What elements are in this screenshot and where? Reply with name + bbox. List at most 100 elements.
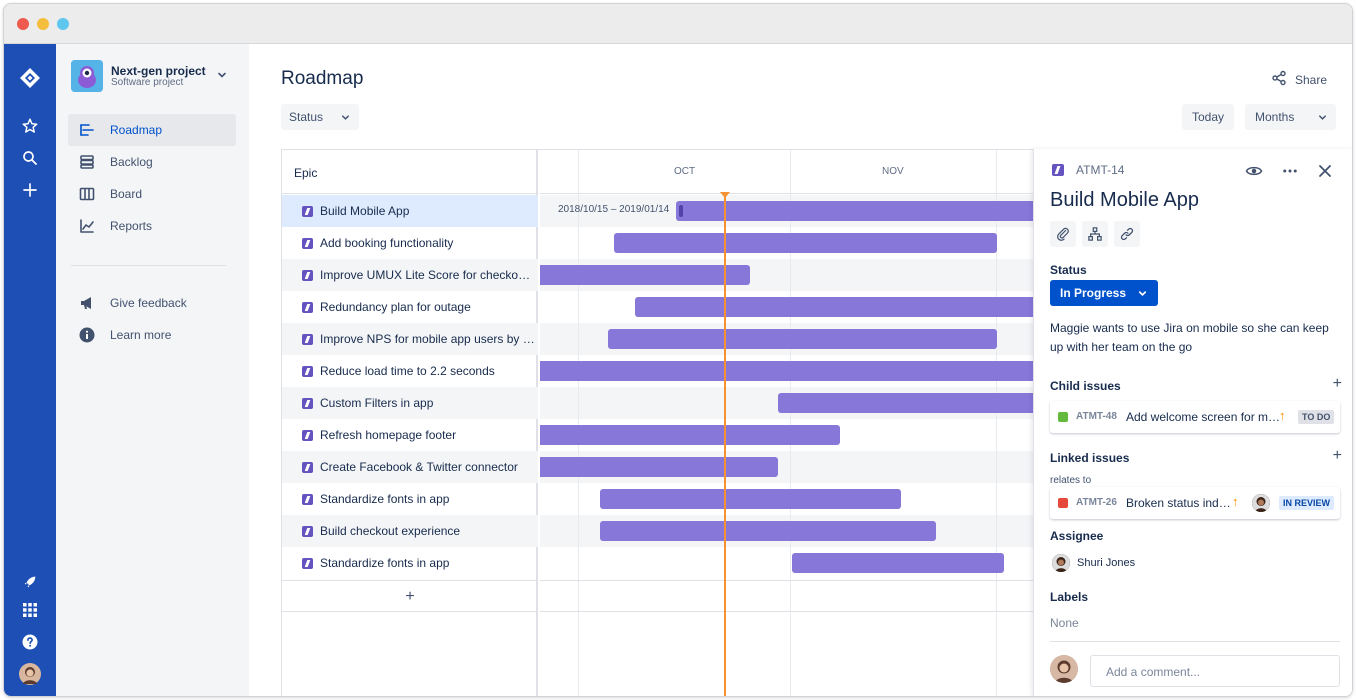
sidebar-item-give-feedback[interactable]: Give feedback [68,287,236,319]
linked-issue-card[interactable]: ATMT-26 Broken status ind… ↑ IN REVIEW [1050,487,1340,519]
project-name[interactable]: Next-gen project [111,64,206,78]
epic-icon [1052,164,1064,176]
close-window-button[interactable] [17,18,29,30]
comment-input[interactable]: Add a comment... [1090,655,1340,687]
sidebar-item-board[interactable]: Board [68,178,236,210]
timeline-row [540,515,1352,547]
epic-icon [302,270,313,281]
sidebar-item-roadmap[interactable]: Roadmap [68,114,236,146]
create-plus-icon[interactable] [18,178,42,202]
chevron-down-icon[interactable] [216,68,228,86]
epic-label: Standardize fonts in app [320,556,450,570]
share-button[interactable]: Share [1271,70,1327,89]
bug-icon [1058,498,1068,508]
epic-row[interactable]: Improve NPS for mobile app users by … [282,323,538,355]
epic-bar[interactable] [608,329,997,349]
eye-icon[interactable] [1244,161,1264,181]
epic-bar[interactable] [600,489,901,509]
epic-bar[interactable] [792,553,1004,573]
relates-to-label: relates to [1050,475,1092,486]
add-child-issue-button[interactable]: + [1332,375,1342,392]
child-issue-icon[interactable] [1082,221,1108,247]
epic-row[interactable]: Build checkout experience [282,515,538,547]
sidebar-divider [71,265,226,266]
epic-bar[interactable] [600,521,936,541]
priority-high-icon: ↑ [1232,494,1239,509]
epic-bar[interactable] [540,457,778,477]
add-linked-issue-button[interactable]: + [1332,447,1342,464]
issue-key[interactable]: ATMT-14 [1076,163,1125,177]
epic-label: Create Facebook & Twitter connector [320,460,518,474]
issue-detail-panel: ATMT-14 Build Mobile App Status In Progr… [1033,149,1352,696]
epic-label: Refresh homepage footer [320,428,457,442]
epic-icon [302,430,313,441]
status-filter-dropdown[interactable]: Status [281,104,359,130]
info-icon [79,327,95,343]
epic-row[interactable]: Redundancy plan for outage [282,291,538,323]
avatar [1252,494,1270,512]
epic-label: Improve NPS for mobile app users by … [320,332,535,346]
more-options-icon[interactable] [1280,161,1300,181]
attachment-icon[interactable] [1050,221,1076,247]
epic-row[interactable]: Build Mobile App [282,195,538,227]
epic-icon [302,238,313,249]
bar-drag-handle[interactable] [679,205,683,217]
star-icon[interactable] [18,114,42,138]
status-dropdown[interactable]: In Progress [1050,280,1158,306]
timeline-row [540,451,1352,483]
labels-value[interactable]: None [1050,616,1079,630]
close-icon[interactable] [1315,161,1335,181]
add-epic-button[interactable]: + [282,580,538,612]
sidebar-item-learn-more[interactable]: Learn more [68,319,236,351]
project-avatar[interactable] [71,60,103,92]
rocket-icon[interactable] [18,570,42,594]
user-avatar[interactable] [18,662,42,686]
epic-row[interactable]: Create Facebook & Twitter connector [282,451,538,483]
megaphone-icon [79,295,95,311]
roadmap-icon [79,122,95,138]
backlog-icon [79,154,95,170]
jira-logo-icon[interactable] [18,66,42,90]
timeline-row [540,547,1352,579]
help-icon[interactable] [18,630,42,654]
epic-bar[interactable] [614,233,997,253]
epic-bar[interactable] [540,425,840,445]
epic-bar[interactable] [540,265,750,285]
search-icon[interactable] [18,146,42,170]
child-issue-card[interactable]: ATMT-48 Add welcome screen for m… ↑ TO D… [1050,401,1340,433]
timescale-dropdown[interactable]: Months [1245,104,1336,130]
maximize-window-button[interactable] [57,18,69,30]
epic-label: Build checkout experience [320,524,461,538]
link-icon[interactable] [1114,221,1140,247]
child-issues-label: Child issues [1050,379,1121,393]
issue-title[interactable]: Build Mobile App [1050,189,1199,211]
sidebar-item-backlog[interactable]: Backlog [68,146,236,178]
timeline-add-row [540,580,1352,612]
status-label: Status [1050,263,1087,277]
epic-row[interactable]: Standardize fonts in app [282,547,538,579]
issue-description[interactable]: Maggie wants to use Jira on mobile so sh… [1050,321,1329,354]
minimize-window-button[interactable] [37,18,49,30]
project-sidebar: Next-gen project Software project Roadma… [56,44,249,696]
app-switcher-icon[interactable] [18,598,42,622]
epic-row[interactable]: Add booking functionality [282,227,538,259]
assignee-name[interactable]: Shuri Jones [1077,557,1136,569]
sidebar-item-label: Roadmap [110,123,163,137]
timeline-row [540,483,1352,515]
assignee-avatar[interactable] [1052,554,1070,572]
epic-row[interactable]: Reduce load time to 2.2 seconds [282,355,538,387]
epic-row[interactable]: Improve UMUX Lite Score for checko… [282,259,538,291]
sidebar-item-reports[interactable]: Reports [68,210,236,242]
epic-row[interactable]: Refresh homepage footer [282,419,538,451]
today-line [724,194,726,696]
status-filter-label: Status [289,110,324,124]
global-navigation [4,44,56,696]
epic-icon [302,366,313,377]
today-button[interactable]: Today [1182,104,1234,130]
epic-column-header: Epic [282,150,538,194]
epic-row[interactable]: Custom Filters in app [282,387,538,419]
epic-icon [302,398,313,409]
month-label-oct: OCT [674,166,696,177]
epic-row[interactable]: Standardize fonts in app [282,483,538,515]
chevron-down-icon [1137,288,1148,302]
